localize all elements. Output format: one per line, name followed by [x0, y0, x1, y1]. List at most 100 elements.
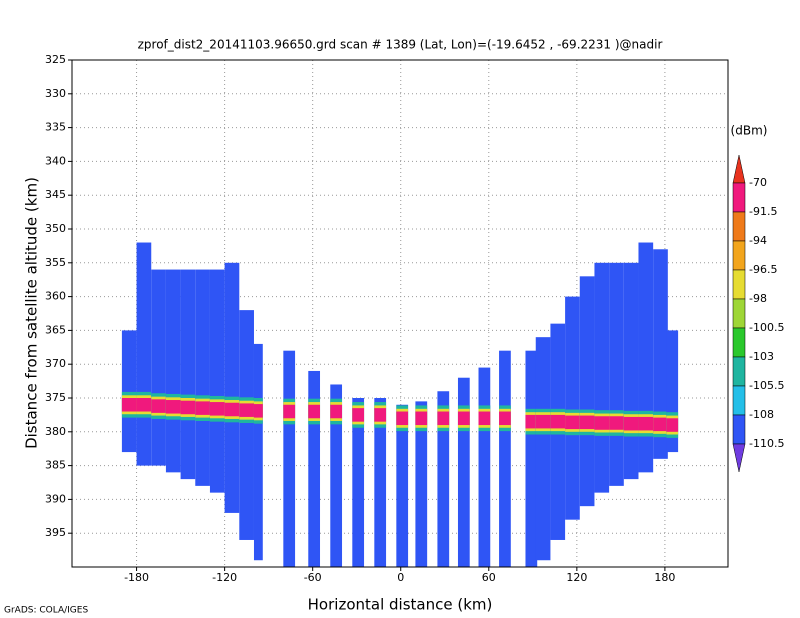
peak-band — [121, 398, 137, 412]
swath-column — [224, 262, 240, 513]
y-tick-label: 365 — [45, 323, 66, 336]
colorbar-box — [732, 356, 746, 387]
peak-band — [283, 404, 296, 419]
colorbar-box — [732, 182, 746, 213]
swath-column — [437, 391, 450, 567]
swath-column — [565, 296, 580, 520]
peak-band — [308, 404, 321, 419]
swath-column — [415, 401, 428, 567]
peak-band — [550, 414, 566, 429]
colorbar-units: (dBm) — [731, 124, 768, 138]
swath-column — [121, 330, 137, 453]
colorbar-label: -110.5 — [749, 437, 784, 450]
y-axis-label: Distance from satellite altitude (km) — [23, 177, 41, 449]
swath-column — [195, 269, 210, 486]
chart-title: zprof_dist2_20141103.96650.grd scan # 13… — [138, 38, 663, 52]
x-axis-label: Horizontal distance (km) — [308, 596, 493, 614]
peak-band — [653, 417, 668, 432]
colorbar-box — [732, 298, 746, 329]
y-tick-label: 335 — [45, 121, 66, 134]
y-tick-label: 385 — [45, 459, 66, 472]
colorbar-cap — [732, 443, 746, 473]
swath-column — [579, 276, 595, 507]
peak-band — [666, 418, 679, 432]
peak-band — [638, 416, 654, 431]
peak-band — [609, 416, 624, 430]
y-tick-label: 355 — [45, 256, 66, 269]
colorbar-label: -91.5 — [749, 205, 777, 218]
y-tick-label: 345 — [45, 188, 66, 201]
y-tick-label: 390 — [45, 492, 66, 505]
swath-column — [352, 398, 365, 567]
x-tick-label: 60 — [482, 571, 496, 584]
peak-band — [437, 411, 450, 426]
peak-band — [565, 415, 580, 430]
x-tick-label: 180 — [654, 571, 675, 584]
x-tick-label: 120 — [566, 571, 587, 584]
plot-frame — [71, 59, 729, 568]
peak-band — [525, 414, 538, 429]
swath-column — [239, 310, 254, 540]
swath-column — [457, 377, 470, 567]
x-tick-label: -120 — [212, 571, 237, 584]
peak-band — [535, 414, 551, 429]
colorbar-cap — [732, 154, 746, 184]
colorbar-box — [732, 211, 746, 242]
swath-column — [180, 269, 196, 480]
swath-column — [308, 370, 321, 567]
y-tick-label: 350 — [45, 222, 66, 235]
swath-column — [283, 350, 296, 567]
peak-band — [396, 411, 409, 426]
peak-band — [136, 398, 152, 412]
colorbar-box — [732, 385, 746, 416]
colorbar-label: -70 — [749, 176, 767, 189]
y-tick-label: 370 — [45, 357, 66, 370]
y-tick-label: 340 — [45, 154, 66, 167]
swath-column — [638, 242, 654, 473]
colorbar-label: -98 — [749, 292, 767, 305]
colorbar-label: -100.5 — [749, 321, 784, 334]
y-tick-label: 380 — [45, 425, 66, 438]
swath-column — [165, 269, 181, 473]
y-tick-label: 330 — [45, 87, 66, 100]
peak-band — [195, 401, 210, 415]
swath-column — [666, 330, 679, 453]
swath-column — [209, 269, 225, 493]
swath-column — [535, 337, 551, 561]
x-tick-label: -60 — [304, 571, 322, 584]
peak-band — [415, 411, 428, 426]
peak-band — [253, 404, 263, 418]
swath-column — [623, 262, 639, 480]
swath-column — [253, 343, 263, 561]
colorbar-box — [732, 327, 746, 358]
peak-band — [374, 408, 387, 422]
colorbar-label: -96.5 — [749, 263, 777, 276]
peak-band — [457, 411, 470, 426]
footer: GrADS: COLA/IGES — [4, 606, 88, 616]
peak-band — [499, 411, 511, 426]
peak-band — [623, 416, 639, 431]
peak-band — [579, 415, 595, 430]
colorbar-label: -105.5 — [749, 379, 784, 392]
peak-band — [352, 408, 365, 422]
peak-band — [165, 400, 181, 414]
swath-column — [594, 262, 610, 493]
peak-band — [224, 402, 240, 417]
y-tick-label: 375 — [45, 391, 66, 404]
colorbar-label: -108 — [749, 408, 774, 421]
swath-column — [151, 269, 166, 466]
colorbar-box — [732, 240, 746, 271]
swath-column — [396, 404, 409, 567]
peak-band — [180, 400, 196, 415]
swath-column — [136, 242, 152, 466]
y-tick-label: 395 — [45, 526, 66, 539]
peak-band — [151, 399, 166, 413]
peak-band — [330, 404, 343, 419]
colorbar-box — [732, 269, 746, 300]
swath-column — [525, 350, 538, 567]
peak-band — [594, 416, 610, 430]
swath-column — [374, 398, 387, 567]
y-tick-label: 325 — [45, 53, 66, 66]
peak-band — [209, 402, 225, 416]
